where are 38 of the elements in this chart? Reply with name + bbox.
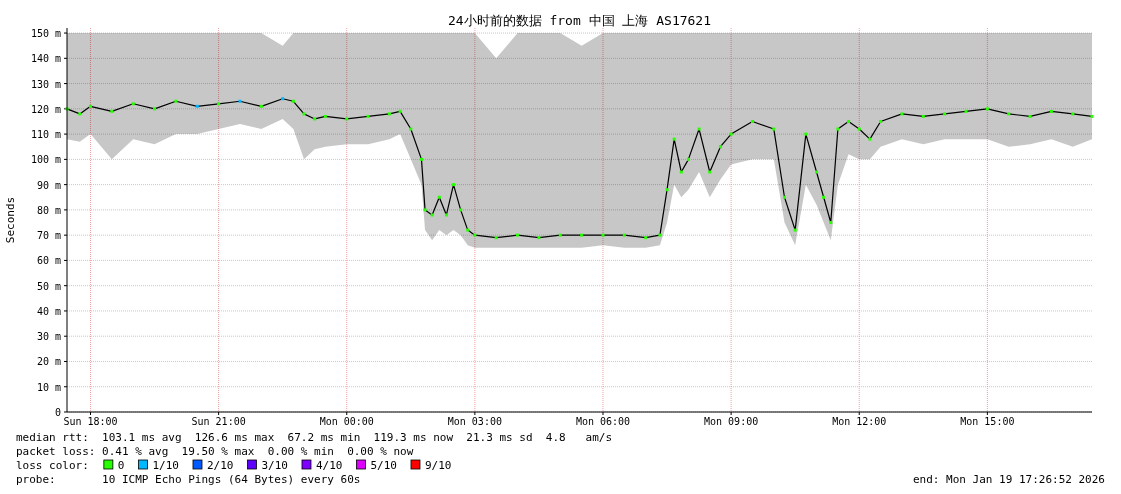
y-tick-label: 10 m xyxy=(36,381,61,393)
legend-label: 1/10 xyxy=(152,459,179,472)
x-tick-label: Mon 15:00 xyxy=(960,416,1015,427)
x-tick-label: Sun 18:00 xyxy=(63,416,118,427)
y-tick-label: 40 m xyxy=(36,305,61,317)
chart-title: 24小时前的数据 from 中国 上海 AS17621 xyxy=(447,13,712,28)
y-tick-label: 70 m xyxy=(36,230,61,242)
y-axis-title: Seconds xyxy=(4,196,17,244)
y-tick-label: 20 m xyxy=(36,356,61,368)
y-tick-label: 100 m xyxy=(30,154,61,166)
text: median rtt: 103.1 ms avg 126.6 ms max 67.2 ms min 119.3 ms now 21.3 ms sd 4.8 am/s xyxy=(16,431,613,444)
y-tick-label: 110 m xyxy=(30,129,61,141)
y-tick-label: 0 xyxy=(54,407,61,418)
y-tick-label: 50 m xyxy=(36,280,61,292)
legend-label: 9/10 xyxy=(424,459,452,472)
x-tick-label: Sun 21:00 xyxy=(191,416,246,427)
text: probe: 10 ICMP Echo Pings (64 Bytes) every 60s xyxy=(16,473,361,486)
y-tick-label: 80 m xyxy=(36,204,61,216)
y-tick-label: 90 m xyxy=(36,179,61,191)
y-tick-label: 60 m xyxy=(36,255,61,267)
y-tick-label: 140 m xyxy=(30,53,61,65)
x-tick-label: Mon 00:00 xyxy=(319,416,374,427)
legend-label: 2/10 xyxy=(206,459,234,472)
text: packet loss: 0.41 % avg 19.50 % max 0.00 % min 0.00 % now xyxy=(16,445,414,458)
legend-label: 0 xyxy=(117,459,125,472)
legend-title: loss color: xyxy=(16,459,89,472)
legend-label: 5/10 xyxy=(370,459,397,472)
y-tick-label: 30 m xyxy=(36,331,61,343)
legend-label: 3/10 xyxy=(261,459,288,472)
x-tick-label: Mon 03:00 xyxy=(447,416,502,427)
legend-label: 4/10 xyxy=(315,459,343,472)
x-tick-label: Mon 06:00 xyxy=(575,416,631,427)
x-tick-label: Mon 09:00 xyxy=(704,416,759,427)
text: end: Mon Jan 19 17:26:52 2026 xyxy=(912,473,1105,486)
x-tick-label: Mon 12:00 xyxy=(832,416,887,427)
y-tick-label: 150 m xyxy=(30,28,61,40)
y-tick-label: 120 m xyxy=(30,103,61,115)
y-tick-label: 130 m xyxy=(30,78,61,90)
